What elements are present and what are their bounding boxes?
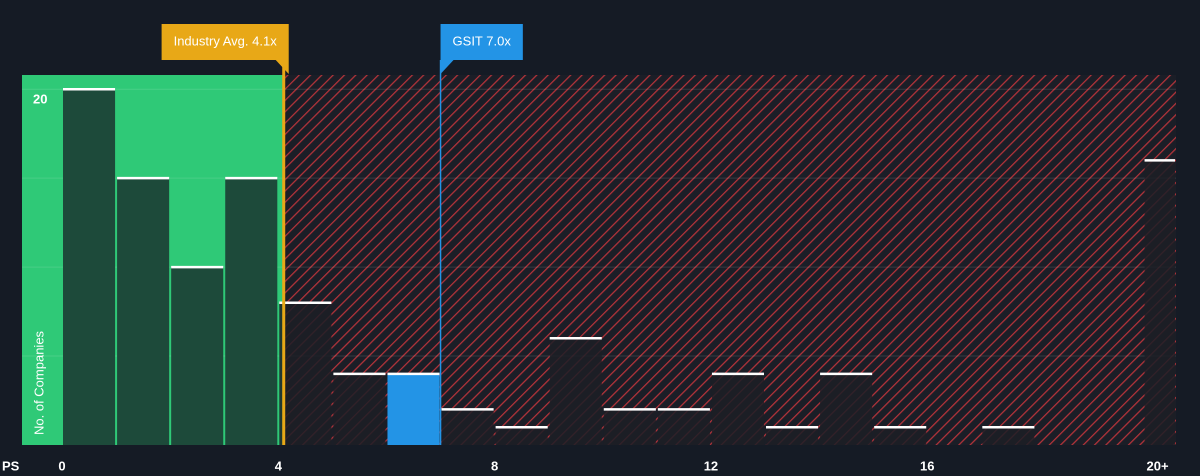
bar (225, 178, 278, 445)
annotation-box (440, 24, 523, 74)
x-tick-label: 8 (491, 458, 498, 473)
bar-group (820, 372, 873, 445)
bar-group (603, 408, 656, 445)
bar (766, 427, 819, 445)
bar-group (225, 176, 278, 445)
bar-group (63, 87, 116, 445)
bar-group (333, 372, 386, 445)
bar (279, 302, 332, 445)
bar (171, 267, 224, 445)
x-tick-label: 4 (275, 458, 283, 473)
x-tick-label: 16 (920, 458, 934, 473)
annotation-label: Industry Avg. 4.1x (174, 33, 278, 48)
x-tick-label: 0 (58, 458, 65, 473)
annotation-box (161, 24, 289, 74)
bar-group (171, 265, 224, 445)
bar (711, 373, 765, 445)
y-tick-label: 20 (33, 92, 47, 107)
bar (117, 178, 170, 445)
bar-group (874, 425, 927, 445)
bar-group (495, 425, 548, 445)
bar (874, 427, 927, 445)
x-tick-label: 12 (704, 458, 718, 473)
bar (1144, 160, 1175, 445)
bar (387, 373, 440, 445)
bar (820, 373, 873, 445)
bar-group (279, 301, 332, 445)
bar (495, 427, 548, 445)
bar-group (387, 372, 440, 445)
bar-group (117, 176, 170, 445)
bar-group (441, 408, 494, 445)
bar (603, 409, 656, 445)
x-axis-label: PS (2, 458, 20, 473)
annotation-label: GSIT 7.0x (453, 33, 512, 48)
y-axis-label: No. of Companies (31, 330, 46, 435)
bar (333, 373, 386, 445)
bar-group (982, 425, 1035, 445)
bar-group (657, 408, 710, 445)
bar (657, 409, 710, 445)
bar (549, 338, 602, 445)
x-tick-label: 20+ (1147, 458, 1169, 473)
bar-group (549, 337, 602, 445)
bar-group (766, 425, 819, 445)
bar-group (1144, 159, 1175, 445)
bar (982, 427, 1035, 445)
bar (63, 89, 116, 445)
bar-group (711, 372, 765, 445)
bar (441, 409, 494, 445)
